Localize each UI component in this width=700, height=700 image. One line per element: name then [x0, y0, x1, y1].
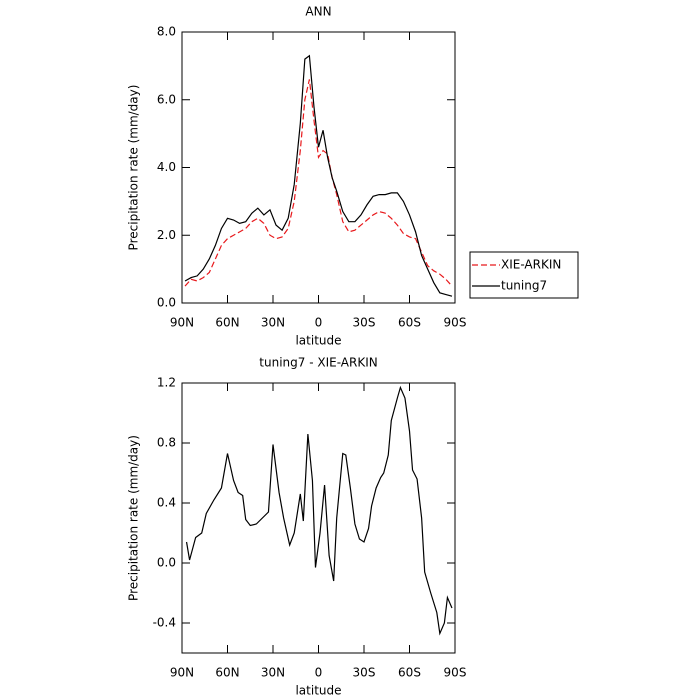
- x-tick-label: 60N: [215, 666, 239, 680]
- y-tick-label: 0.0: [157, 556, 176, 570]
- y-tick-label: 8.0: [157, 25, 176, 39]
- x-axis-label: latitude: [295, 334, 341, 348]
- x-tick-label: 30S: [353, 666, 376, 680]
- y-tick-label: 2.0: [157, 228, 176, 242]
- x-tick-label: 30N: [261, 316, 285, 330]
- y-axis-label: Precipitation rate (mm/day): [127, 435, 141, 601]
- y-tick-label: 0.0: [157, 296, 176, 310]
- plot-frame: [181, 382, 456, 654]
- y-tick-label: 0.8: [157, 436, 176, 450]
- chart-title: ANN: [305, 5, 331, 19]
- series-line: [184, 79, 453, 287]
- x-tick-label: 0: [315, 316, 323, 330]
- x-tick-label: 60S: [398, 666, 421, 680]
- series-line: [185, 385, 453, 636]
- x-tick-label: 30N: [261, 666, 285, 680]
- y-tick-label: 6.0: [157, 92, 176, 106]
- y-tick-label: 0.4: [157, 496, 176, 510]
- plot-frame: [181, 31, 456, 304]
- y-tick-label: 4.0: [157, 160, 176, 174]
- legend-label: XIE-ARKIN: [501, 258, 561, 272]
- x-tick-label: 60S: [398, 316, 421, 330]
- x-tick-label: 90N: [170, 666, 194, 680]
- x-tick-label: 90S: [444, 316, 467, 330]
- x-tick-label: 60N: [215, 316, 239, 330]
- x-tick-label: 30S: [353, 316, 376, 330]
- x-axis-label: latitude: [295, 684, 341, 698]
- series-line: [184, 54, 453, 297]
- x-tick-label: 0: [315, 666, 323, 680]
- legend-box: [469, 251, 579, 299]
- legend-label: tuning7: [501, 279, 547, 293]
- x-tick-label: 90N: [170, 316, 194, 330]
- chart-title: tuning7 - XIE-ARKIN: [259, 356, 377, 370]
- y-tick-label: -0.4: [153, 616, 176, 630]
- x-tick-label: 90S: [444, 666, 467, 680]
- y-axis-label: Precipitation rate (mm/day): [127, 85, 141, 251]
- y-tick-label: 1.2: [157, 376, 176, 390]
